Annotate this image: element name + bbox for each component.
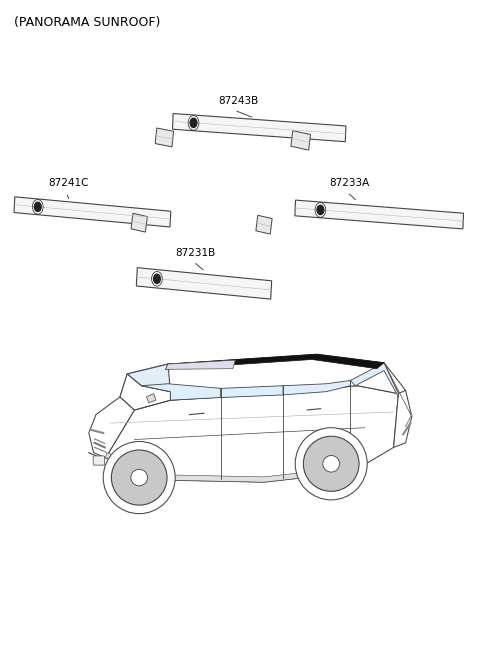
Polygon shape	[221, 386, 283, 398]
Text: 87233A: 87233A	[329, 178, 369, 188]
Circle shape	[35, 202, 41, 211]
Ellipse shape	[323, 455, 339, 472]
FancyBboxPatch shape	[93, 456, 105, 465]
Polygon shape	[295, 200, 464, 229]
Text: (PANORAMA SUNROOF): (PANORAMA SUNROOF)	[14, 16, 161, 30]
Ellipse shape	[111, 450, 167, 505]
Polygon shape	[136, 268, 272, 299]
Ellipse shape	[295, 428, 367, 500]
Text: 87241C: 87241C	[48, 178, 88, 188]
Polygon shape	[131, 213, 147, 232]
Polygon shape	[146, 394, 156, 403]
Polygon shape	[142, 384, 221, 400]
Circle shape	[317, 205, 324, 215]
Polygon shape	[172, 113, 346, 142]
Polygon shape	[155, 128, 174, 147]
Polygon shape	[256, 215, 272, 234]
Text: 87231B: 87231B	[175, 248, 216, 258]
Ellipse shape	[131, 469, 147, 486]
Polygon shape	[291, 131, 311, 150]
Polygon shape	[283, 380, 350, 395]
Polygon shape	[127, 364, 170, 392]
Ellipse shape	[303, 436, 359, 491]
Polygon shape	[106, 453, 365, 482]
Polygon shape	[350, 363, 398, 397]
Polygon shape	[394, 390, 412, 447]
Ellipse shape	[103, 441, 175, 514]
Polygon shape	[14, 197, 171, 227]
Polygon shape	[106, 386, 398, 482]
Circle shape	[190, 118, 197, 127]
Circle shape	[154, 274, 160, 283]
Polygon shape	[166, 360, 235, 369]
Text: 87243B: 87243B	[218, 96, 259, 106]
Polygon shape	[166, 354, 384, 369]
Polygon shape	[89, 397, 134, 458]
Polygon shape	[120, 374, 170, 410]
Polygon shape	[120, 354, 398, 410]
